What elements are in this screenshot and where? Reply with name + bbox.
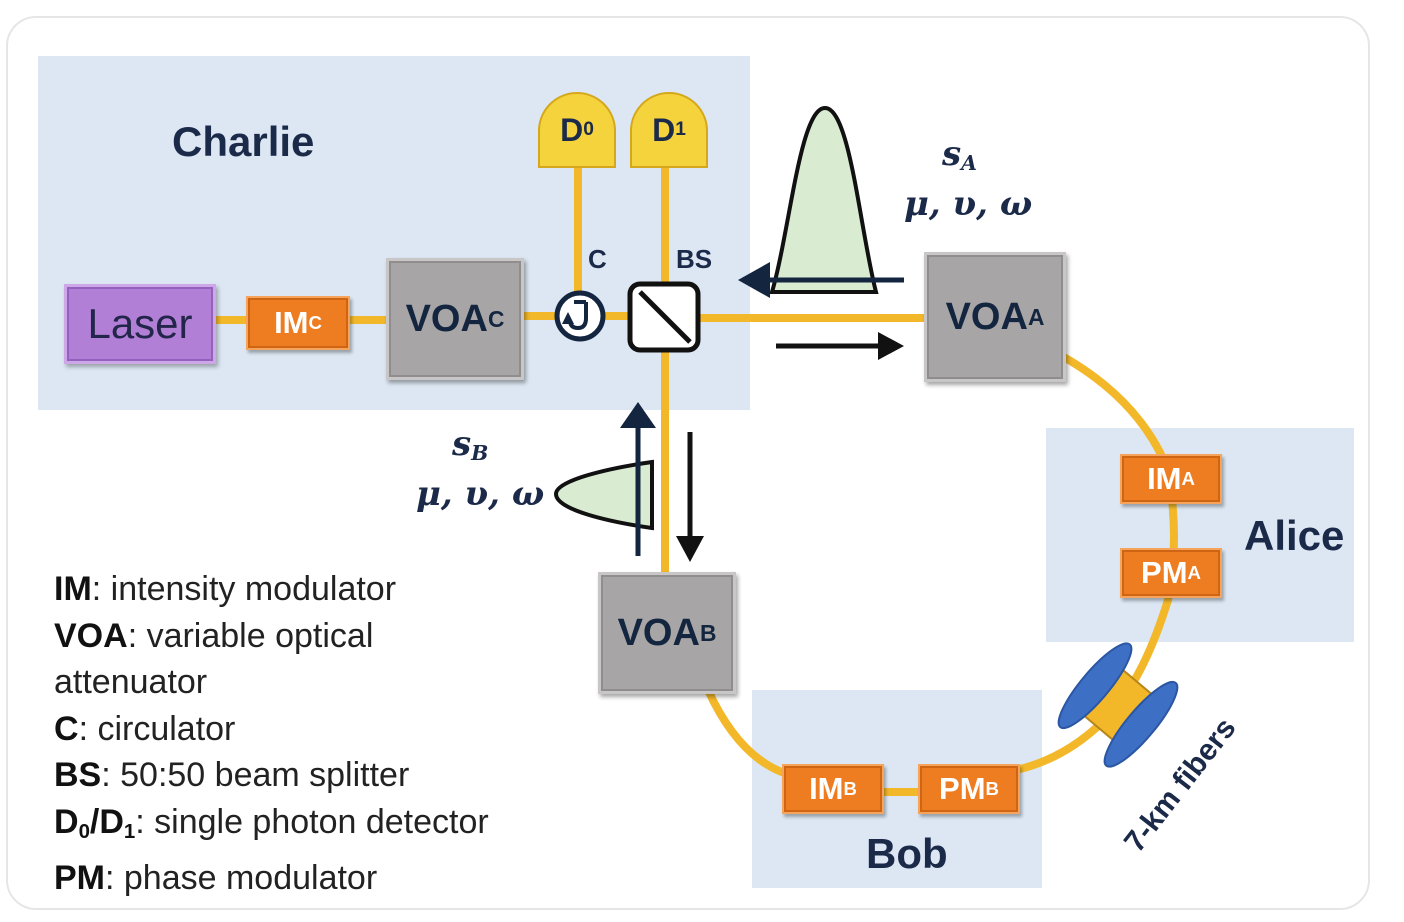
legend-item: attenuator <box>54 659 489 706</box>
legend-item: IM: intensity modulator <box>54 566 489 613</box>
voa-b-sub: B <box>699 619 717 646</box>
im-c-sub: C <box>308 312 322 333</box>
fiber-paths <box>206 164 1178 796</box>
laser-box: Laser <box>64 284 216 364</box>
voa-c-main: VOA <box>405 297 488 340</box>
signal-b-sub: B <box>471 441 489 466</box>
legend-item: C: circulator <box>54 706 489 753</box>
arrow-up-head <box>620 402 656 428</box>
d1-sub: 1 <box>675 119 686 140</box>
signal-a-sub: A <box>961 151 977 176</box>
voa-a-box: VOA A <box>924 252 1066 382</box>
circulator <box>554 290 606 342</box>
voa-c-box: VOA C <box>386 258 524 380</box>
bs-label: BS <box>676 244 713 274</box>
pm-b-sub: B <box>985 778 999 799</box>
pm-a-sub: A <box>1187 562 1201 583</box>
pulse-a <box>769 105 879 294</box>
fiber-loop-alice <box>1058 352 1178 724</box>
alice-label: Alice <box>1244 512 1345 559</box>
voa-a-main: VOA <box>945 295 1028 338</box>
signal-b-params: μ, υ, ω <box>416 474 545 514</box>
signal-a-symbol: sA <box>942 134 977 175</box>
legend-item: D0/D1: single photon detector <box>54 799 489 856</box>
legend: IM: intensity modulator VOA: variable op… <box>54 566 489 902</box>
legend-term: C <box>54 709 79 748</box>
im-b-sub: B <box>843 778 857 799</box>
laser-label: Laser <box>87 300 193 347</box>
voa-a-sub: A <box>1027 303 1045 330</box>
legend-desc: : circulator <box>78 709 236 748</box>
pm-a-main: PM <box>1141 555 1188 590</box>
arrow-down-head <box>676 536 704 562</box>
voa-b-main: VOA <box>617 611 700 654</box>
legend-item: BS: 50:50 beam splitter <box>54 752 489 799</box>
im-b-box: IM B <box>782 764 884 814</box>
voa-c-sub: C <box>487 305 505 332</box>
signal-a-s: s <box>942 134 962 174</box>
d0-main: D <box>560 111 584 148</box>
pm-b-box: PM B <box>918 764 1020 814</box>
d1-main: D <box>652 111 676 148</box>
legend-desc: : single photon detector <box>135 802 489 841</box>
d0-sub: 0 <box>583 119 594 140</box>
arrow-right-head <box>878 332 904 360</box>
fiber-voab-imb <box>704 686 794 779</box>
circulator-label: C <box>588 244 607 274</box>
charlie-label: Charlie <box>172 118 315 165</box>
legend-term: VOA <box>54 616 128 655</box>
im-a-box: IM A <box>1120 454 1222 504</box>
voa-b-box: VOA B <box>598 572 736 694</box>
legend-item: VOA: variable optical <box>54 613 489 660</box>
signal-b-s: s <box>452 424 472 464</box>
legend-desc: : variable optical <box>127 616 374 655</box>
legend-item: PM: phase modulator <box>54 855 489 902</box>
bob-label: Bob <box>866 830 948 877</box>
legend-desc: : intensity modulator <box>91 570 397 608</box>
legend-term-detector: D0/D1 <box>54 802 136 843</box>
fiber-spool <box>1057 642 1179 768</box>
pm-a-box: PM A <box>1120 548 1222 598</box>
beam-splitter <box>627 281 701 353</box>
legend-term: IM <box>54 570 92 608</box>
legend-term: BS <box>54 756 102 794</box>
im-c-box: IM C <box>246 296 350 350</box>
pulse-b <box>553 459 654 531</box>
signal-a-params: μ, υ, ω <box>904 184 1033 224</box>
legend-desc: attenuator <box>54 663 208 701</box>
pm-b-main: PM <box>939 771 986 806</box>
legend-desc: : 50:50 beam splitter <box>101 756 410 794</box>
im-c-main: IM <box>274 305 309 340</box>
fiber-loop-bob <box>1012 724 1100 774</box>
legend-desc: : phase modulator <box>105 859 378 898</box>
arrow-left-head <box>738 262 770 298</box>
im-b-main: IM <box>809 771 844 806</box>
im-a-sub: A <box>1181 468 1195 489</box>
legend-term: PM <box>54 859 105 898</box>
signal-b-symbol: sB <box>452 424 488 465</box>
im-a-main: IM <box>1147 461 1182 496</box>
